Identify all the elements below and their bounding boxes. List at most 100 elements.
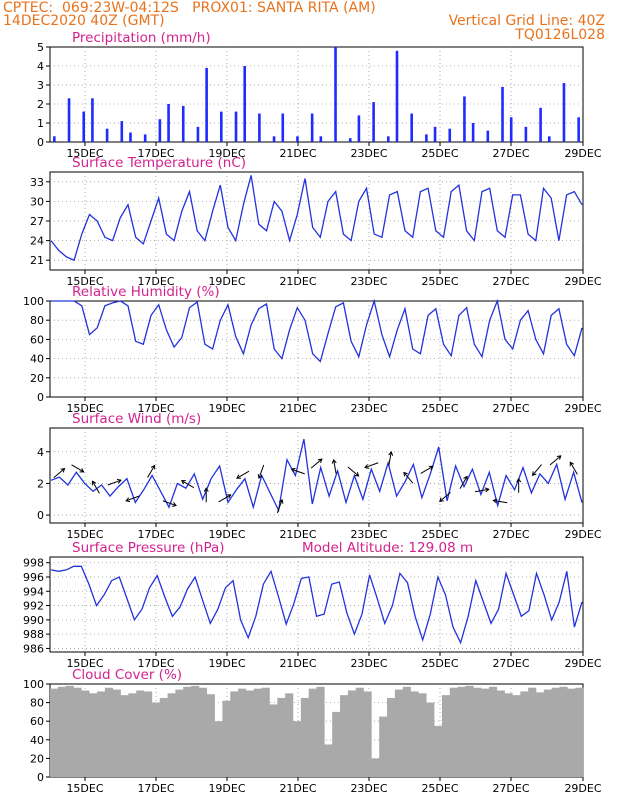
panel-1-ytick-label-0: 0 — [37, 136, 44, 149]
cloud-cover-bar — [363, 691, 372, 777]
panel-2-xtick-label-1: 17DEC — [137, 275, 174, 288]
panel-1-ytick-label-3: 3 — [37, 79, 44, 92]
precip-bar — [547, 136, 551, 142]
panel-4-xtick-label-6: 27DEC — [492, 528, 529, 541]
panel-6-ytick-label-3: 60 — [30, 715, 44, 728]
panel-4-frame — [49, 427, 584, 524]
wind-arrow-head — [60, 467, 66, 473]
precip-bar — [471, 123, 475, 142]
cloud-cover-bar — [245, 690, 255, 777]
precip-bar — [395, 50, 399, 142]
cloud-cover-bar — [520, 691, 529, 777]
panel-3-ytick-label-4: 80 — [30, 314, 44, 327]
panel-2-series-line — [50, 175, 583, 262]
panel-5-frame — [49, 556, 584, 653]
panel-1-xtick-label-5: 25DEC — [421, 147, 458, 160]
wind-arrow — [459, 476, 468, 489]
wind-arrow-head — [484, 487, 490, 493]
panel-6-xtick-label-7: 29DEC — [564, 782, 601, 795]
cloud-cover-bar — [379, 716, 388, 777]
panel-5-ytick-label-0: 986 — [23, 642, 44, 655]
panel-1-xtick-label-3: 21DEC — [279, 147, 316, 160]
header-line1: CPTEC: 069:23W-04:12S PROX01: SANTA RITA… — [3, 0, 376, 16]
panel-5-xtick-label-5: 25DEC — [421, 657, 458, 670]
panel-4-series-line — [50, 438, 583, 513]
wind-arrow-head — [257, 474, 263, 479]
cloud-cover-bar — [50, 688, 59, 777]
cloud-cover-bar — [434, 725, 443, 777]
cloud-cover-bar — [97, 691, 106, 777]
wind-arrow — [549, 455, 562, 466]
wind-arrow — [125, 495, 140, 502]
cloud-cover-bar — [481, 688, 490, 777]
panel-3-ytick-label-0: 0 — [37, 391, 44, 404]
cloud-cover-bar — [214, 721, 223, 777]
panel-4-xtick-label-5: 25DEC — [421, 528, 458, 541]
wind-arrow — [107, 479, 122, 486]
precip-bar — [357, 115, 361, 142]
panel-5-xtick-label-2: 19DEC — [208, 657, 245, 670]
cloud-cover-bar — [308, 688, 317, 777]
panel-4-xtick-label-0: 15DEC — [66, 528, 103, 541]
precip-bar — [524, 126, 528, 142]
panel-1-xtick-label-6: 27DEC — [492, 147, 529, 160]
precip-bar — [281, 113, 285, 142]
panel-2-ytick-label-4: 33 — [30, 176, 44, 189]
cloud-cover-bar — [575, 687, 584, 777]
wind-arrow — [439, 491, 451, 502]
panel-2-ytick-label-1: 24 — [30, 235, 44, 248]
wind-arrow-head — [403, 471, 408, 477]
cloud-cover-bar — [198, 687, 208, 777]
panel-5-xtick-label-7: 29DEC — [564, 657, 601, 670]
wind-arrow-head — [125, 497, 131, 503]
panel-1-ytick-label-2: 2 — [37, 98, 44, 111]
panel-1-xtick-label-4: 23DEC — [350, 147, 387, 160]
panel-5-xtick-label-3: 21DEC — [279, 657, 316, 670]
precip-bar — [410, 113, 413, 142]
cloud-cover-bar — [418, 693, 427, 777]
wind-arrow — [532, 464, 542, 476]
panel-5-ytick-label-2: 990 — [23, 614, 44, 627]
wind-arrow — [347, 466, 359, 477]
panel-5-title: Surface Pressure (hPa) — [72, 540, 225, 556]
cloud-cover-bar — [371, 758, 380, 777]
precip-bar — [258, 113, 261, 142]
cloud-cover-bar — [402, 686, 411, 777]
precip-bar — [310, 113, 314, 142]
precip-bar — [296, 136, 299, 142]
panel-1-xtick-label-7: 29DEC — [564, 147, 601, 160]
precip-bar — [509, 117, 513, 142]
cloud-cover-bar — [136, 690, 145, 777]
panel-2-xtick-label-0: 15DEC — [66, 275, 103, 288]
precip-bar — [53, 136, 56, 142]
cloud-cover-bar — [488, 686, 498, 777]
wind-arrow — [53, 468, 65, 478]
wind-arrow-head — [531, 471, 537, 477]
precip-bar — [220, 111, 223, 142]
wind-arrow — [403, 472, 414, 484]
cloud-cover-bar — [316, 686, 325, 777]
wind-arrow — [236, 470, 250, 479]
cloud-cover-bar — [394, 689, 404, 777]
cloud-cover-bar — [300, 697, 309, 777]
panel-5-xtick-label-4: 23DEC — [350, 657, 387, 670]
panel-2-ytick-label-3: 30 — [30, 195, 44, 208]
panel-6-title: Cloud Cover (%) — [72, 667, 182, 683]
precip-bar — [67, 98, 71, 142]
panel-6-xtick-label-5: 25DEC — [421, 782, 458, 795]
panel-4-xtick-label-3: 21DEC — [279, 528, 316, 541]
cloud-cover-bar — [191, 685, 200, 777]
panel-2-xtick-label-4: 23DEC — [350, 275, 387, 288]
cloud-cover-bar — [504, 693, 513, 777]
cloud-cover-bar — [535, 692, 545, 777]
cloud-cover-bar — [449, 687, 458, 777]
wind-arrow — [364, 462, 379, 469]
panel-3-series-line — [51, 298, 583, 363]
panel-3-xtick-label-6: 27DEC — [492, 402, 529, 415]
panel-3-ytick-label-2: 40 — [30, 353, 44, 366]
wind-arrow-head — [172, 502, 177, 507]
panel-4-xtick-label-7: 29DEC — [564, 528, 601, 541]
wind-arrow-head — [569, 461, 575, 467]
cloud-cover-bar — [167, 693, 176, 777]
